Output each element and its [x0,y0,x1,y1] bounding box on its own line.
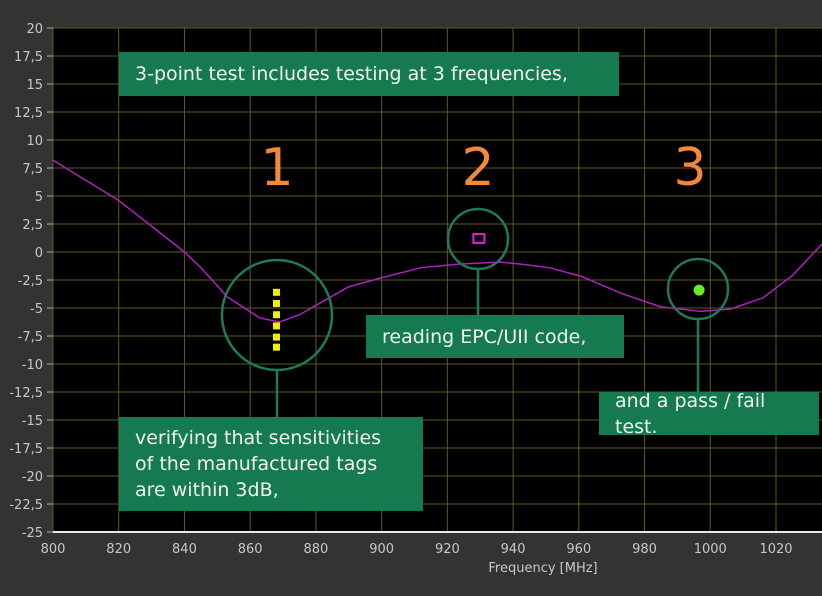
x-tick-label: 800 [41,542,66,557]
y-tick-label: -20 [22,470,43,485]
y-tick-label: 12,5 [14,106,43,121]
annotation-line: verifying that sensitivities [135,427,382,449]
point-label-1: 1 [260,138,294,198]
point-label-2: 2 [461,138,495,198]
y-tick-label: 15 [26,78,43,93]
annotation-line: are within 3dB, [135,479,279,501]
marker-square [272,333,280,341]
x-tick-label: 960 [566,542,591,557]
point-label-3: 3 [673,138,707,198]
series-line [52,159,822,323]
annotation-pass-fail: and a pass / fail test. [599,390,819,438]
marker-square [272,311,280,319]
marker-square [272,288,280,296]
y-tick-label: -2,5 [18,274,43,289]
y-tick-label: -25 [22,526,43,541]
y-tick-label: -17,5 [9,442,43,457]
x-tick-label: 1020 [759,542,792,557]
marker-square [272,322,280,330]
annotation-line: of the manufactured tags [135,453,378,475]
y-tick-label: 17,5 [14,50,43,65]
marker-square [272,343,280,351]
y-tick-label: 5 [35,190,43,205]
y-tick-label: -10 [22,358,43,373]
y-tick-label: -15 [22,414,43,429]
y-tick-label: 20 [26,22,43,37]
annotation-epc: reading EPC/UII code, [366,315,624,358]
annotation-sensitivity: verifying that sensitivities of the manu… [119,417,423,511]
y-tick-label: -22,5 [9,498,43,513]
x-tick-label: 820 [106,542,131,557]
y-tick-label: 0 [35,246,43,261]
y-tick-label: -7,5 [18,330,43,345]
y-tick-label: 7,5 [22,162,43,177]
y-tick-label: -5 [30,302,43,317]
x-tick-label: 1000 [694,542,727,557]
x-tick-label: 900 [369,542,394,557]
x-axis-label: Frequency [MHz] [488,561,597,576]
marker-dot [693,284,705,296]
marker-open-square [472,233,486,245]
y-tick-label: -12,5 [9,386,43,401]
x-tick-label: 980 [632,542,657,557]
x-tick-label: 880 [303,542,328,557]
x-tick-label: 920 [435,542,460,557]
annotation-title: 3-point test includes testing at 3 frequ… [119,52,619,96]
marker-square [272,300,280,308]
x-tick-label: 840 [172,542,197,557]
x-tick-label: 860 [238,542,263,557]
y-tick-label: 2,5 [22,218,43,233]
y-tick-label: 10 [26,134,43,149]
x-tick-label: 940 [501,542,526,557]
